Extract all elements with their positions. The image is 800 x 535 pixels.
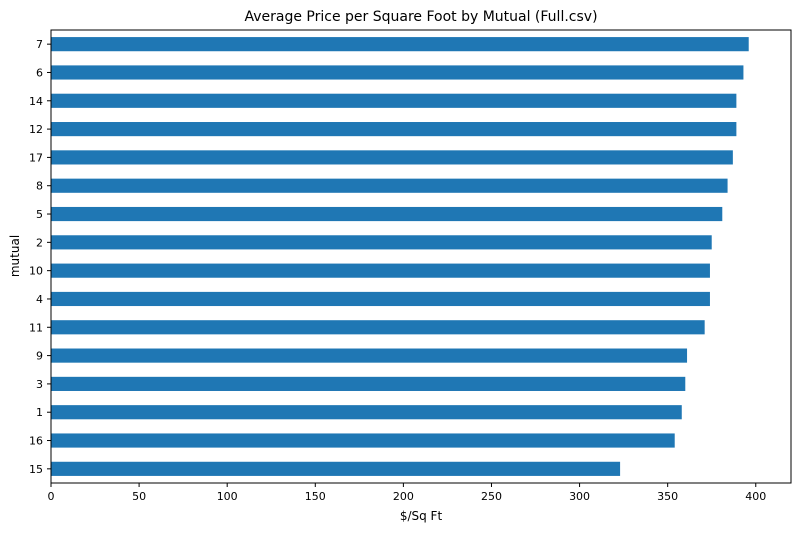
y-tick-label: 8 [36,180,43,193]
y-tick-label: 12 [29,123,43,136]
y-tick-label: 11 [29,321,43,334]
x-tick-label: 50 [132,490,146,503]
y-tick-label: 17 [29,151,43,164]
y-tick-label: 10 [29,265,43,278]
x-tick-label: 250 [481,490,502,503]
bar-mutual-3 [51,376,686,391]
bar-mutual-5 [51,206,723,222]
y-tick-label: 5 [36,208,43,221]
x-tick-label: 100 [217,490,238,503]
y-tick-label: 15 [29,463,43,476]
bar-mutual-14 [51,93,737,108]
y-axis-ticks: 15 16 1 3 9 11 4 10 2 5 8 17 12 14 6 7 [29,38,51,476]
bar-mutual-8 [51,178,728,193]
bar-mutual-1 [51,405,682,420]
y-tick-label: 14 [29,95,43,108]
x-tick-label: 0 [48,490,55,503]
bar-mutual-2 [51,235,712,250]
x-tick-label: 350 [657,490,678,503]
y-tick-label: 3 [36,378,43,391]
x-axis-ticks: 0 50 100 150 200 250 300 350 400 [48,483,766,503]
y-tick-label: 4 [36,293,43,306]
bar-mutual-6 [51,65,744,80]
chart-title: Average Price per Square Foot by Mutual … [244,9,597,25]
x-axis-label: $/Sq Ft [400,509,443,523]
bar-mutual-17 [51,150,733,165]
y-tick-label: 16 [29,435,43,448]
bar-mutual-7 [51,37,749,52]
bar-mutual-16 [51,433,675,448]
y-tick-label: 1 [36,406,43,419]
y-tick-label: 9 [36,350,43,363]
y-tick-label: 2 [36,236,43,249]
y-tick-label: 7 [36,38,43,51]
x-tick-label: 400 [745,490,766,503]
x-tick-label: 150 [305,490,326,503]
bar-mutual-10 [51,263,710,278]
bar-mutual-11 [51,320,705,335]
y-tick-label: 6 [36,66,43,79]
bar-mutual-9 [51,348,688,363]
plot-frame [50,29,792,484]
bars-group [51,37,749,476]
x-tick-label: 300 [569,490,590,503]
bar-mutual-12 [51,122,737,137]
bar-mutual-4 [51,291,710,307]
bar-mutual-15 [51,461,621,476]
y-axis-label: mutual [8,235,22,277]
x-tick-label: 200 [393,490,414,503]
